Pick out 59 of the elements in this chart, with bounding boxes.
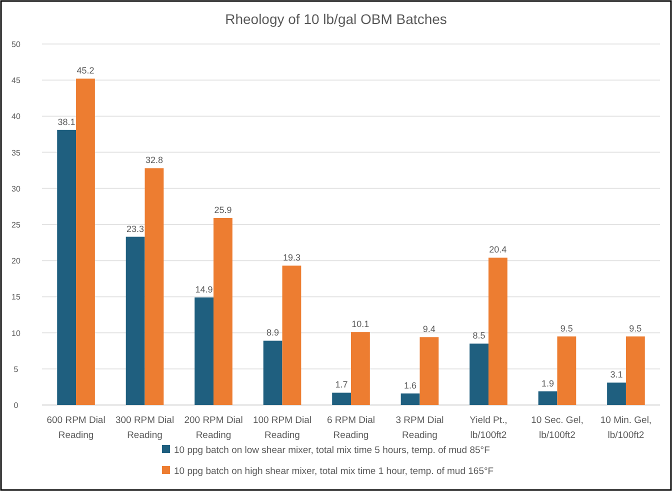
data-label: 9.5 [560,323,573,334]
bar [332,392,351,405]
bar [263,340,282,405]
bar [538,391,558,405]
bar [214,218,232,405]
y-tick-label: 40 [12,112,21,122]
chart-title: Rheology of 10 lb/gal OBM Batches [225,11,447,27]
x-tick-label: 200 RPM Dial Reading [184,415,243,441]
bar [351,332,370,405]
bar [488,258,508,405]
y-tick-label: 45 [12,76,21,86]
data-label: 38.1 [58,116,76,127]
bar [626,336,645,405]
y-tick-label: 20 [12,256,21,266]
y-tick-label: 30 [12,184,21,194]
bar [126,236,145,405]
x-tick-label: 6 RPM Dial Reading [326,415,376,441]
data-label: 14.9 [195,284,213,294]
bar [557,336,576,405]
bar [400,393,420,405]
x-tick-label: 300 RPM Dial Reading [115,415,174,441]
data-label: 25.9 [214,205,232,215]
x-tick-label: 10 Min. Gel, lb/100ft2 [600,415,652,441]
x-tick-label: Yield Pt., lb/100ft2 [470,415,508,441]
data-label: 8.9 [266,328,280,338]
bar [607,382,626,405]
bar [194,297,214,405]
data-label: 23.3 [126,224,144,234]
bar [282,266,302,405]
bar [76,78,95,405]
bar [470,344,488,405]
data-label: 1.7 [335,380,348,390]
y-tick-label: 5 [14,364,19,374]
data-label: 20.4 [489,244,507,255]
data-label: 8.5 [472,330,486,341]
y-tick-label: 50 [12,40,21,49]
x-tick-label: 100 RPM Dial Reading [252,415,312,441]
y-tick-label: 15 [12,292,21,302]
bar [57,130,76,405]
data-label: 3.1 [610,370,623,380]
data-label: 19.3 [282,252,300,263]
data-label: 45.2 [76,66,94,76]
data-label: 32.8 [145,155,163,166]
data-label: 1.9 [542,378,554,388]
bar [420,337,439,405]
legend-label: 10 ppg batch on high shear mixer, total mix time 1 hour, temp. of mud 165°F [174,466,494,477]
data-label: 9.4 [422,324,436,334]
y-tick-label: 25 [12,220,21,230]
x-tick-label: 3 RPM Dial Reading [396,415,444,441]
x-tick-label: 10 Sec. Gel, lb/100ft2 [531,415,584,441]
data-label: 9.5 [629,323,642,334]
y-tick-label: 0 [14,401,19,410]
y-tick-label: 35 [12,148,21,158]
data-label: 10.1 [352,319,370,330]
legend-label: 10 ppg batch on low shear mixer, total mix time 5 hours, temp. of mud 85°F [174,445,490,456]
data-label: 1.6 [404,380,417,390]
x-tick-label: 600 RPM Dial Reading [46,415,106,441]
y-tick-label: 10 [12,328,21,338]
bar [144,168,164,405]
